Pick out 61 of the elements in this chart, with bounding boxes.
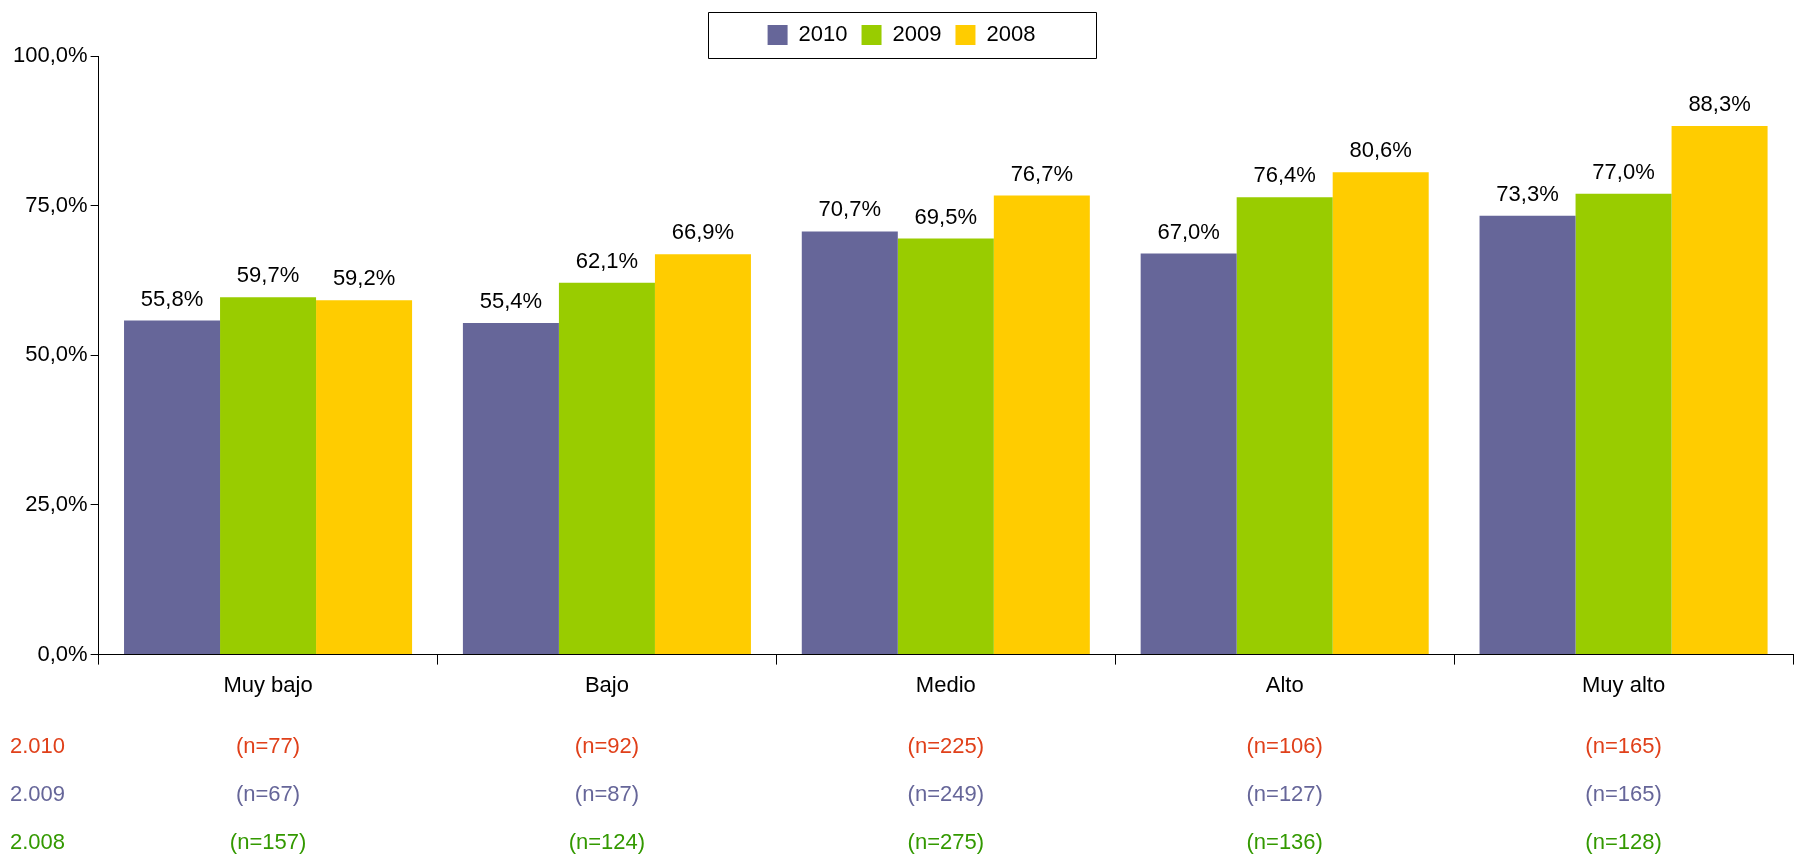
bar: [1236, 197, 1333, 655]
legend-label: 2010: [798, 21, 848, 47]
x-tick-label: Muy bajo: [223, 671, 313, 697]
x-tick-label: Medio: [915, 671, 976, 697]
text: (n=127): [1246, 781, 1323, 807]
text: (n=128): [1585, 829, 1662, 855]
y-tick-label: 50,0%: [25, 341, 88, 367]
legend-label: 2008: [986, 21, 1036, 47]
text: (n=157): [229, 829, 307, 855]
text: (n=87): [574, 781, 640, 807]
data-label: 69,5%: [914, 203, 977, 229]
bar: [1671, 126, 1768, 655]
bar: [316, 300, 413, 655]
data-label: 55,4%: [479, 288, 543, 314]
data-label: 88,3%: [1688, 91, 1751, 117]
data-label: 59,2%: [332, 265, 396, 291]
data-label: 80,6%: [1349, 137, 1412, 163]
bar: [1140, 253, 1237, 655]
text: 2.010: [10, 733, 66, 759]
text: (n=165): [1585, 781, 1662, 807]
bar: [462, 322, 559, 655]
bar: [1575, 193, 1672, 655]
y-tick-label: 100,0%: [12, 42, 88, 68]
y-tick-label: 75,0%: [25, 191, 88, 217]
data-label: 76,4%: [1253, 162, 1316, 188]
legend-label: 2009: [892, 21, 942, 47]
y-tick-label: 0,0%: [37, 640, 88, 666]
x-tick-label: Bajo: [584, 671, 629, 697]
text: (n=249): [907, 781, 985, 807]
bar: [1332, 172, 1429, 655]
text: (n=225): [907, 733, 985, 759]
bar: [993, 195, 1090, 655]
text: (n=165): [1585, 733, 1662, 759]
text: 2.008: [10, 829, 66, 855]
bar: [897, 238, 994, 655]
text: 2.009: [10, 781, 66, 807]
bar: [1479, 215, 1576, 655]
bar: [654, 254, 751, 655]
data-label: 62,1%: [575, 247, 639, 273]
bar: [801, 231, 898, 655]
text: (n=124): [568, 829, 646, 855]
data-label: 55,8%: [140, 285, 204, 311]
text: (n=67): [235, 781, 301, 807]
text: (n=106): [1246, 733, 1323, 759]
data-label: 76,7%: [1010, 160, 1074, 186]
text: (n=77): [235, 733, 301, 759]
y-tick-label: 25,0%: [25, 491, 88, 517]
text: (n=275): [907, 829, 985, 855]
x-tick-label: Alto: [1265, 671, 1304, 697]
data-label: 70,7%: [818, 196, 881, 222]
text: (n=92): [574, 733, 640, 759]
bar: [220, 297, 317, 655]
data-label: 59,7%: [236, 262, 300, 288]
data-label: 66,9%: [671, 219, 735, 245]
bar: [124, 320, 221, 655]
text: (n=136): [1246, 829, 1323, 855]
data-label: 73,3%: [1496, 180, 1559, 206]
data-label: 67,0%: [1157, 218, 1220, 244]
x-tick-label: Muy alto: [1581, 671, 1666, 697]
data-label: 77,0%: [1592, 158, 1655, 184]
bar: [558, 282, 655, 655]
